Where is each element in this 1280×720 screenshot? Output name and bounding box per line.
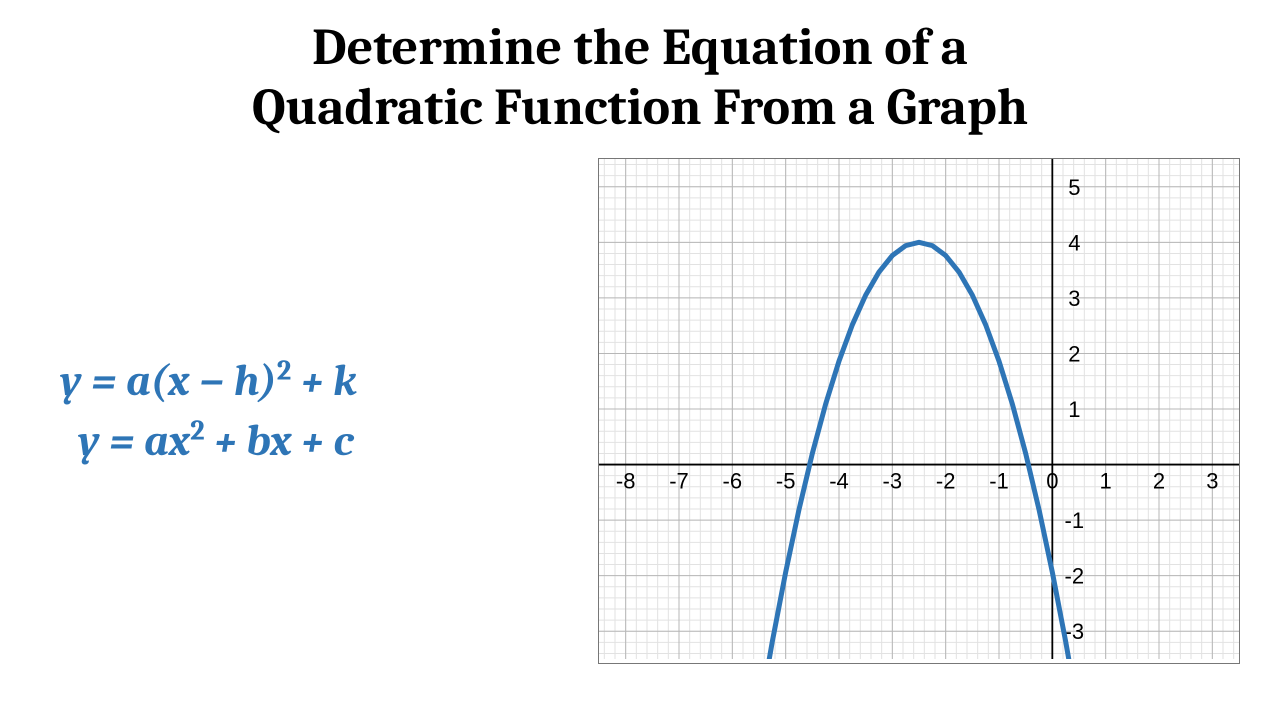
svg-text:-5: -5 (776, 468, 796, 493)
svg-text:-4: -4 (829, 468, 849, 493)
svg-text:-1: -1 (1065, 508, 1085, 533)
chart-container: -8-7-6-5-4-3-2-10123-3-2-112345 (598, 158, 1240, 664)
svg-text:2: 2 (1068, 341, 1080, 366)
content-row: y = a(x − h)2 + k y = ax2 + bx + c -8 -7 -… (0, 138, 1280, 664)
svg-text:-7: -7 (669, 468, 689, 493)
svg-text:0: 0 (1046, 468, 1058, 493)
svg-text:3: 3 (1068, 285, 1080, 310)
svg-text:2: 2 (1153, 468, 1165, 493)
svg-text:3: 3 (1206, 468, 1218, 493)
equation-vertex-form: y = a(x − h)2 + k (60, 351, 357, 410)
svg-text:-8: -8 (616, 468, 636, 493)
svg-text:1: 1 (1068, 397, 1080, 422)
equations-block: y = a(x − h)2 + k y = ax2 + bx + c (60, 351, 377, 470)
equation-standard-form: y = ax2 + bx + c (60, 411, 357, 470)
svg-text:-2: -2 (1065, 563, 1085, 588)
svg-text:4: 4 (1068, 230, 1080, 255)
svg-text:1: 1 (1100, 468, 1112, 493)
quadratic-chart: -8-7-6-5-4-3-2-10123-3-2-112345 (599, 159, 1239, 659)
svg-text:-1: -1 (989, 468, 1009, 493)
svg-text:-3: -3 (883, 468, 903, 493)
svg-text:-6: -6 (723, 468, 743, 493)
title-line2: Quadratic Function From a Graph (252, 77, 1028, 137)
svg-text:5: 5 (1068, 174, 1080, 199)
title-line1: Determine the Equation of a (312, 17, 968, 77)
page-title: Determine the Equation of a Quadratic Fu… (0, 0, 1280, 138)
svg-text:-2: -2 (936, 468, 956, 493)
